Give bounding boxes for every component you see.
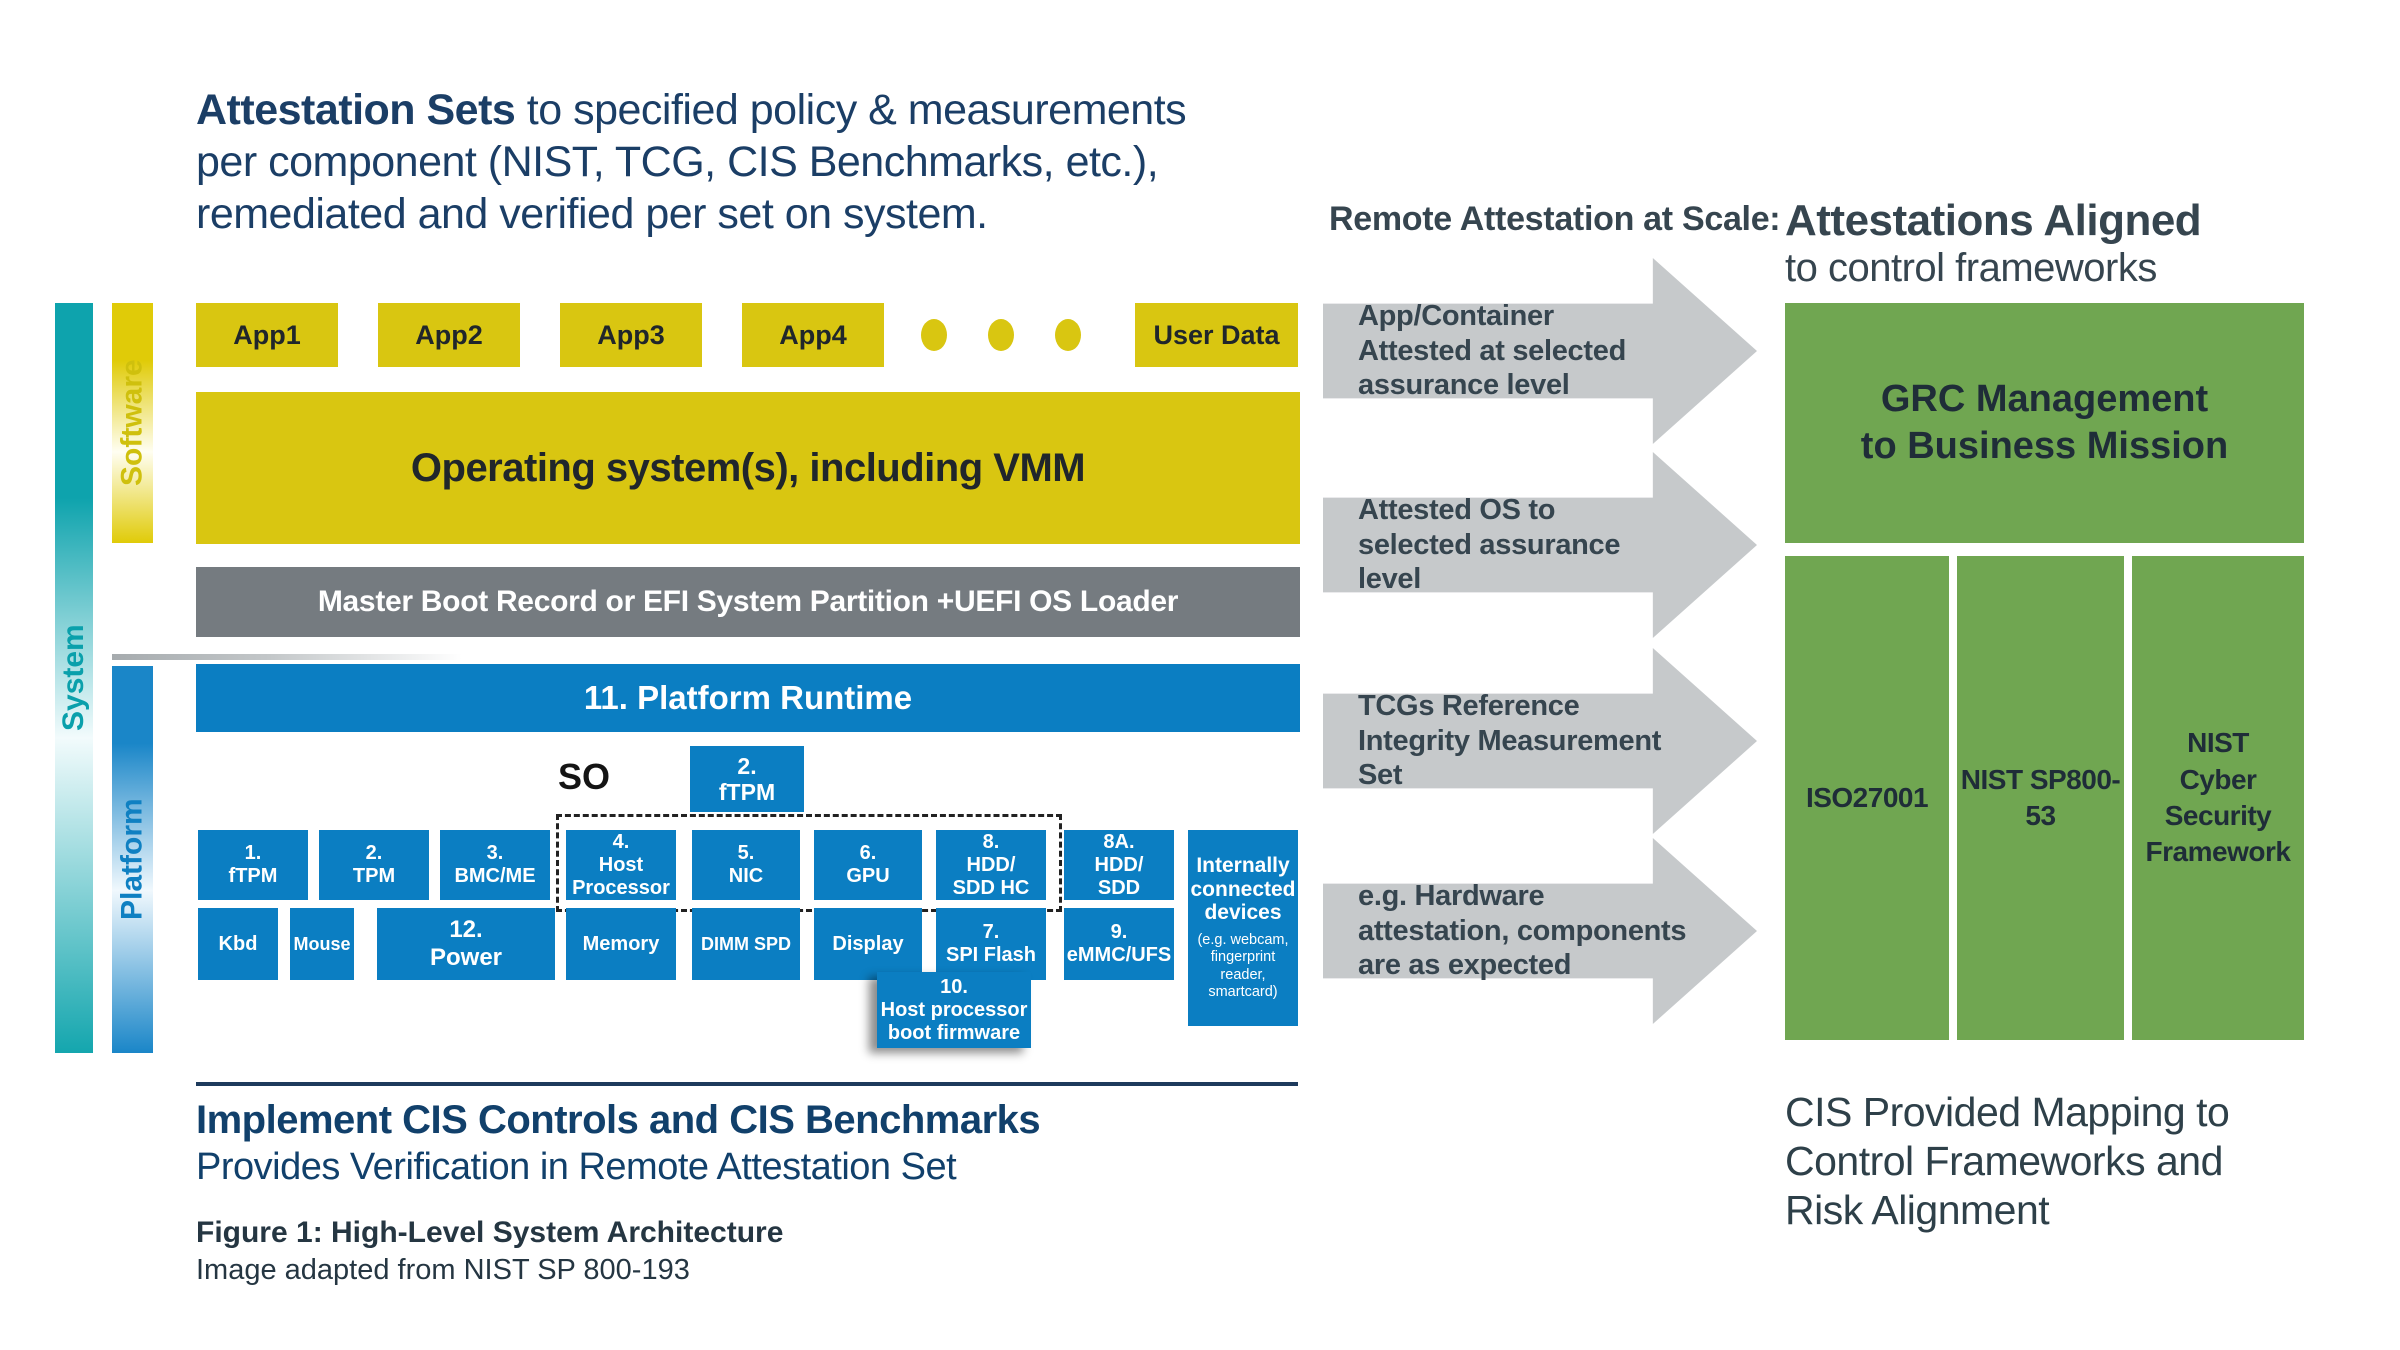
arrow-label-attested-os: Attested OS to selected assurance level (1358, 493, 1621, 596)
component-internal-devices: Internally connected devices (e.g. webca… (1188, 830, 1298, 1026)
component-spi-flash: 7. SPI Flash (936, 908, 1046, 980)
title-line-3: remediated and verified per set on syste… (196, 190, 988, 238)
system-scope-bar: System (55, 303, 93, 1053)
boot-loader-bar: Master Boot Record or EFI System Partiti… (196, 567, 1300, 637)
main-title: Attestation Sets to specified policy & m… (196, 84, 1187, 240)
attested-components-dashed-group (556, 814, 1062, 912)
ellipsis-dot-icon (921, 319, 947, 351)
component-bmc-me: 3. BMC/ME (440, 830, 550, 900)
component-memory: Memory (566, 908, 676, 980)
user-data-box: User Data (1135, 303, 1298, 367)
figure-source: Image adapted from NIST SP 800-193 (196, 1254, 690, 1286)
ellipsis-dot-icon (1055, 319, 1081, 351)
component-gpu: 6. GPU (814, 830, 922, 900)
internal-devices-title: Internally connected devices (1190, 854, 1296, 925)
implement-heading: Implement CIS Controls and CIS Benchmark… (196, 1098, 1041, 1142)
component-hdd-sdd: 8A. HDD/ SDD (1064, 830, 1174, 900)
operating-system-box: Operating system(s), including VMM (196, 392, 1300, 544)
title-line-1: Attestation Sets to specified policy & m… (196, 84, 1187, 136)
app-box-2: App2 (378, 303, 520, 367)
software-platform-divider (112, 654, 462, 660)
ellipsis-dot-icon (988, 319, 1014, 351)
grc-management-box: GRC Management to Business Mission (1785, 303, 2304, 543)
component-boot-firmware: 10. Host processor boot firmware (877, 972, 1031, 1048)
implement-subheading: Provides Verification in Remote Attestat… (196, 1146, 957, 1188)
framework-iso27001-box: ISO27001 (1785, 556, 1949, 1040)
arrow-label-app-container: App/Container Attested at selected assur… (1358, 299, 1626, 402)
aligned-heading-rest: to control frameworks (1785, 246, 2157, 290)
attestations-aligned-heading: Attestations Aligned to control framewor… (1785, 196, 2202, 290)
component-emmc-ufs: 9. eMMC/UFS (1064, 908, 1174, 980)
component-nic: 5. NIC (692, 830, 800, 900)
component-host-processor: 4. Host Processor (566, 830, 676, 900)
system-label: System (57, 624, 90, 732)
software-scope-bar: Software (112, 303, 153, 543)
component-dimm-spd: DIMM SPD (692, 908, 800, 980)
app-box-1: App1 (196, 303, 338, 367)
platform-runtime-bar: 11. Platform Runtime (196, 664, 1300, 732)
component-mouse: Mouse (290, 908, 354, 980)
internal-devices-subtitle: (e.g. webcam, fingerprint reader, smartc… (1197, 931, 1289, 1001)
component-hdd-sdd-hc: 8. HDD/ SDD HC (936, 830, 1046, 900)
figure-caption: Figure 1: High-Level System Architecture (196, 1216, 784, 1249)
title-bold: Attestation Sets (196, 86, 516, 134)
component-display: Display (814, 908, 922, 980)
remote-attestation-heading: Remote Attestation at Scale: (1329, 200, 1781, 238)
component-tpm: 2. TPM (319, 830, 429, 900)
platform-label: Platform (115, 798, 149, 921)
title-rest: to specified policy & measurements (515, 86, 1187, 134)
cis-mapping-footer: CIS Provided Mapping to Control Framewor… (1785, 1089, 2230, 1234)
software-label: Software (115, 359, 149, 487)
arrow-label-tcg-rim: TCGs Reference Integrity Measurement Set (1358, 689, 1662, 792)
app-box-4: App4 (742, 303, 884, 367)
bottom-rule (196, 1082, 1298, 1086)
arrow-label-hardware-attestation: e.g. Hardware attestation, components ar… (1358, 879, 1687, 982)
component-power: 12. Power (377, 908, 555, 980)
component-ftpm: 1. fTPM (198, 830, 308, 900)
framework-nist-sp800-53-box: NIST SP800-53 (1957, 556, 2124, 1040)
title-line-2: per component (NIST, TCG, CIS Benchmarks… (196, 138, 1159, 186)
framework-nist-csf-box: NIST Cyber Security Framework (2132, 556, 2304, 1040)
aligned-heading-bold: Attestations Aligned (1785, 196, 2202, 245)
ftpm-runtime-box: 2. fTPM (690, 746, 804, 812)
platform-scope-bar: Platform (112, 666, 153, 1053)
so-label: SO (558, 756, 611, 797)
component-kbd: Kbd (198, 908, 278, 980)
app-box-3: App3 (560, 303, 702, 367)
